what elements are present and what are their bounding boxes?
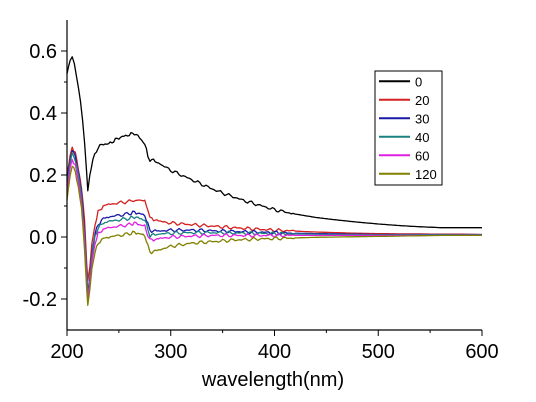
legend-label-120: 120 xyxy=(415,167,437,182)
y-tick-label: -0.2 xyxy=(23,289,57,311)
x-tick-label: 200 xyxy=(50,341,83,363)
legend-label-40: 40 xyxy=(415,130,429,145)
series-line-0 xyxy=(66,56,482,229)
y-tick-label: 0.0 xyxy=(29,227,57,249)
x-axis-title: wavelength(nm) xyxy=(201,369,344,391)
tick-marks xyxy=(61,50,483,336)
legend-label-60: 60 xyxy=(415,148,429,163)
y-tick-label: 0.2 xyxy=(29,165,57,187)
x-tick-label: 600 xyxy=(465,341,498,363)
legend-label-20: 20 xyxy=(415,93,429,108)
legend-label-30: 30 xyxy=(415,111,429,126)
y-tick-label: 0.6 xyxy=(29,41,57,63)
x-tick-label: 400 xyxy=(258,341,291,363)
series-line-120 xyxy=(66,165,482,306)
x-tick-label: 500 xyxy=(362,341,395,363)
series-layer xyxy=(66,56,482,306)
legend: 0 20 30 40 60 120 xyxy=(374,70,443,186)
legend-label-0: 0 xyxy=(415,74,422,89)
x-tick-label: 300 xyxy=(154,341,187,363)
tick-labels: 200 300 400 500 600-0.20.00.20.40.6 xyxy=(23,41,499,363)
legend-box xyxy=(374,70,443,186)
y-tick-label: 0.4 xyxy=(29,103,57,125)
